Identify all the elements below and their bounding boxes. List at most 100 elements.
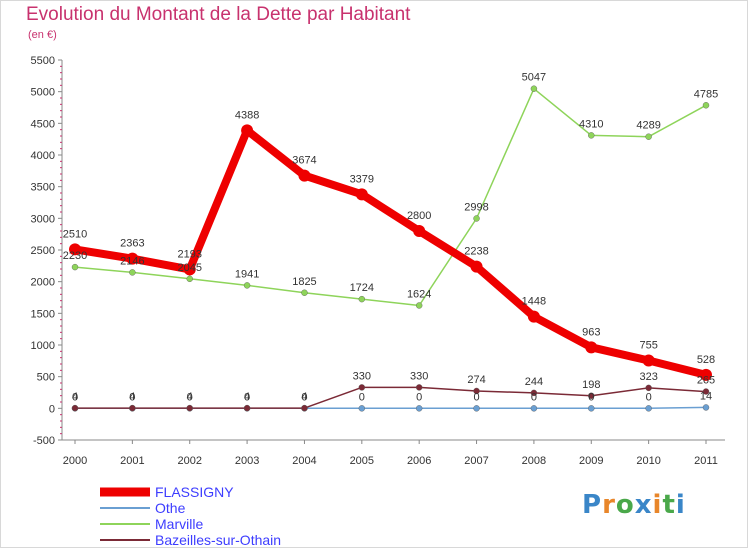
data-point — [186, 275, 193, 283]
y-tick-label: 5500 — [31, 55, 55, 67]
data-point — [473, 387, 480, 395]
chart-lines — [71, 87, 710, 410]
data-label: 4 — [72, 391, 78, 403]
y-tick-label: 500 — [37, 372, 55, 384]
x-tick-label: 2003 — [235, 455, 259, 467]
chart-data-labels: 2510 2363 2193 4388 3674 3379 2800 2238 1448 963 7… — [63, 72, 718, 404]
y-tick-label: -500 — [33, 435, 55, 447]
data-label: 4310 — [579, 118, 603, 130]
data-label: 1825 — [292, 276, 316, 288]
legend-label-marville: Marville — [155, 516, 204, 532]
chart-legend: FLASSIGNY Othe Marville Bazeilles-sur-Ot… — [100, 484, 281, 548]
data-label: 274 — [467, 374, 485, 386]
data-label: 2510 — [63, 228, 87, 240]
data-point — [126, 252, 139, 265]
series-line-0 — [71, 126, 710, 379]
data-label: 2045 — [177, 262, 201, 274]
data-label: 2800 — [407, 210, 431, 222]
legend-label-flassigny: FLASSIGNY — [155, 484, 234, 500]
data-point — [301, 289, 308, 296]
data-point — [702, 388, 710, 395]
data-point — [473, 215, 480, 222]
legend-item-othe: Othe — [100, 500, 281, 516]
data-point — [355, 188, 368, 201]
data-point — [243, 282, 251, 289]
chart-subtitle: (en €) — [28, 29, 57, 41]
data-label: 963 — [582, 326, 600, 338]
y-tick-label: 0 — [49, 403, 55, 415]
data-point — [183, 263, 196, 276]
data-label: 265 — [697, 375, 715, 387]
x-tick-label: 2009 — [579, 455, 603, 467]
x-tick-label: 2001 — [120, 455, 144, 467]
x-tick-label: 2006 — [407, 455, 431, 467]
data-label: 4388 — [235, 109, 259, 121]
data-point — [585, 341, 598, 354]
data-point — [241, 124, 254, 137]
data-point — [301, 404, 308, 412]
data-label: 2193 — [177, 248, 201, 260]
legend-swatch-bazeilles — [100, 539, 150, 541]
data-point — [243, 404, 251, 412]
data-label: 14 — [700, 390, 712, 402]
y-tick-label: 3500 — [31, 182, 55, 194]
series-line-2 — [74, 87, 707, 307]
legend-swatch-othe — [100, 507, 150, 509]
data-label: 4 — [187, 391, 193, 403]
y-tick-label: 4000 — [31, 150, 55, 162]
data-label: 323 — [639, 371, 657, 383]
data-label: 4289 — [636, 120, 660, 132]
data-point — [358, 295, 366, 303]
y-tick-label: 1500 — [31, 308, 55, 320]
logo-letter: i — [675, 490, 686, 520]
data-point — [186, 404, 193, 412]
chart-title: Evolution du Montant de la Dette par Hab… — [26, 4, 411, 25]
data-label: 3379 — [350, 173, 374, 185]
data-label: 330 — [410, 370, 428, 382]
data-label: 0 — [646, 391, 652, 403]
data-point — [129, 269, 136, 276]
proxiti-logo: Proxiti — [582, 490, 686, 520]
x-tick-label: 2010 — [636, 455, 660, 467]
data-point — [588, 405, 595, 412]
chart-axes — [61, 60, 725, 441]
logo-letter: r — [602, 490, 616, 520]
data-point — [642, 354, 655, 367]
data-label: 755 — [639, 340, 657, 352]
data-point — [415, 405, 423, 412]
data-label: 2238 — [464, 246, 488, 258]
series-line-3 — [74, 386, 707, 409]
data-label: 330 — [353, 370, 371, 382]
data-point — [645, 384, 652, 392]
data-label: 1624 — [407, 288, 431, 300]
x-tick-label: 2000 — [63, 455, 87, 467]
data-label: 0 — [473, 391, 479, 403]
data-label: 1941 — [235, 268, 259, 280]
data-label: 4 — [301, 391, 307, 403]
data-label: 0 — [359, 391, 365, 403]
data-point — [358, 384, 366, 391]
data-point — [530, 405, 538, 412]
y-tick-label: 2000 — [31, 277, 55, 289]
legend-swatch-marville — [100, 523, 150, 525]
x-tick-label: 2004 — [292, 455, 316, 467]
data-label: 244 — [525, 376, 543, 388]
chart-points — [69, 85, 712, 412]
data-point — [415, 384, 423, 391]
data-label: 0 — [301, 391, 307, 403]
data-point — [588, 392, 595, 399]
y-tick-label: 1000 — [31, 340, 55, 352]
data-point — [588, 132, 595, 139]
data-point — [530, 389, 538, 397]
data-point — [700, 368, 712, 381]
legend-item-flassigny: FLASSIGNY — [100, 484, 281, 500]
data-label: 2363 — [120, 238, 144, 250]
data-point — [71, 263, 79, 271]
data-point — [69, 243, 81, 256]
data-point — [702, 404, 710, 411]
data-label: 0 — [244, 391, 250, 403]
legend-label-othe: Othe — [155, 500, 186, 516]
data-label: 198 — [582, 379, 600, 391]
data-label: 1724 — [350, 282, 374, 294]
y-tick-label: 2500 — [31, 245, 55, 257]
